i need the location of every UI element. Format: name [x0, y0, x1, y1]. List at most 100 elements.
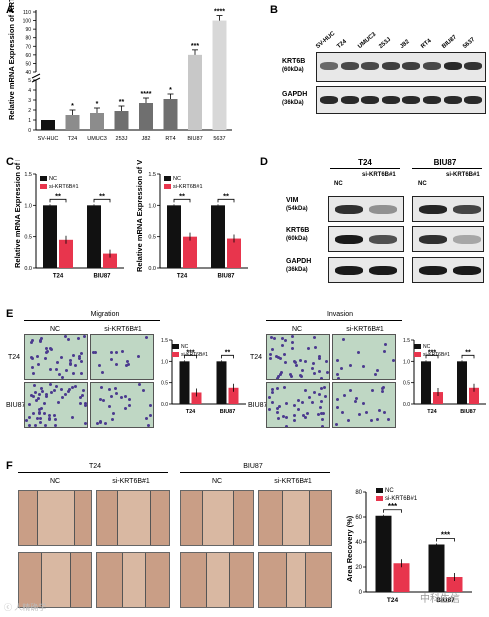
axis-a-tick-label: 5	[28, 78, 31, 84]
wound-t24-rule	[18, 472, 168, 473]
blot-band	[361, 96, 380, 104]
blot-band	[320, 96, 338, 104]
transwell-micrograph	[332, 334, 396, 380]
panel-label-a: A	[6, 4, 14, 16]
transwell-micrograph	[332, 382, 396, 428]
blot-b-gapdh-label: GAPDH	[282, 91, 308, 98]
bar-a	[114, 111, 129, 130]
wound-group-t24: T24	[88, 463, 102, 470]
axis-tick-label: 40	[355, 540, 362, 546]
axis-tick-label: 0.0	[24, 266, 32, 272]
sig-label: ***	[441, 531, 451, 540]
blot-d-row-name: GAPDH	[286, 258, 312, 265]
blot-band	[443, 96, 462, 104]
axis-a-tick-label: 100	[23, 19, 32, 25]
axis-tick-label: 0.5	[161, 381, 168, 387]
invasion-row-t24: T24	[250, 354, 263, 361]
transwell-micrograph	[24, 382, 88, 428]
legend-swatch	[40, 176, 47, 181]
axis-a-tick-label: 90	[25, 27, 31, 33]
blot-d-strip	[412, 226, 484, 252]
wound-healing-image	[96, 552, 170, 608]
sig-bracket	[217, 198, 235, 203]
blot-band	[340, 62, 359, 70]
blot-band	[402, 96, 421, 104]
sig-a: *	[71, 103, 74, 110]
sig-bracket	[221, 354, 234, 359]
chart-a-ylabel: Relative mRNA Expression of KRT6B	[7, 0, 16, 120]
bar-si	[103, 253, 117, 268]
axis-tick-label: 80	[355, 490, 362, 496]
axis-a-tick-label: 3	[28, 98, 31, 104]
panel-label-e: E	[6, 308, 14, 320]
axis-a-tick-label: 2	[28, 108, 31, 114]
blot-band	[443, 62, 462, 70]
axis-tick-label: 1.5	[148, 172, 156, 178]
blot-d-t24-line	[330, 168, 400, 169]
blot-b-lane-label: SV-HUC	[315, 30, 337, 50]
blot-band	[369, 205, 397, 214]
sig-bracket	[383, 509, 402, 513]
blot-d-lane-nc-1: NC	[334, 181, 343, 187]
bar-a	[65, 115, 80, 130]
axis-a-tick-label: 1	[28, 118, 31, 124]
legend-swatch	[40, 184, 47, 189]
axis-a-tick-label: 40	[25, 70, 31, 76]
transwell-micrograph	[90, 334, 154, 380]
axis-tick-label: 1.5	[403, 338, 410, 344]
chart-f-plot: 0 20 40 60 80 *** T24 *** BIU87 NC si-KRT6B#1	[355, 488, 472, 604]
chart-c1-plot: 0.0 0.5 1.0 1.5 ** T24 ** BIU87 NC si-KRT6B#1	[24, 172, 124, 280]
blot-band	[335, 266, 363, 275]
axis-a-tick-label: 60	[25, 53, 31, 59]
wound-gap	[37, 491, 75, 545]
blot-d-lane-nc-2: NC	[418, 181, 427, 187]
legend-label: si-KRT6B#1	[181, 352, 208, 358]
blot-band	[453, 235, 481, 244]
sig-label: **	[465, 349, 471, 356]
blot-b-gapdh-kda: (36kDa)	[282, 100, 304, 106]
bar-si	[191, 392, 202, 404]
xtick: BIU87	[93, 274, 111, 280]
xtick-a: BIU87	[187, 136, 202, 142]
blot-b-lane-label: UMUC3	[357, 31, 378, 50]
axis-tick-label: 1.0	[161, 359, 168, 365]
wound-t24-col-nc: NC	[49, 478, 61, 485]
legend-swatch	[172, 352, 179, 357]
legend-swatch	[414, 344, 421, 349]
bar-nc	[421, 361, 431, 404]
xtick: T24	[186, 409, 196, 415]
blot-d-strip	[412, 196, 484, 222]
chart-e2-plot: 0.0 0.5 1.0 1.5 *** T24 ** BIU87 NC si-KRT6B#1	[403, 338, 486, 415]
bar-nc	[375, 515, 392, 592]
sig-a: ****	[214, 9, 225, 16]
sig-bracket	[49, 198, 67, 203]
migration-row-t24: T24	[8, 354, 21, 361]
bar-a	[139, 103, 153, 130]
sig-label: **	[55, 191, 61, 200]
axis-tick-label: 60	[355, 515, 362, 521]
chart-c2-ylabel: Relative mRNA Expression of Vimentin	[135, 160, 144, 272]
legend-swatch	[164, 176, 171, 181]
axis-tick-label: 0.5	[24, 235, 32, 241]
sig-bracket	[436, 538, 455, 542]
axis-tick-label: 0.5	[148, 235, 156, 241]
wound-biu87-col-nc: NC	[211, 478, 223, 485]
axis-tick-label: 0.0	[161, 402, 168, 408]
invasion-rule	[266, 320, 402, 321]
chart-c2-plot: 0.0 0.5 1.0 1.5 ** T24 ** BIU87 NC si-KRT6B#1	[148, 172, 248, 280]
blot-d-lane-si-2: si-KRT6B#1	[446, 172, 480, 178]
chart-c1-ylabel: Relative mRNA Expression of KRT6B	[13, 160, 22, 268]
axis-a-tick-label: 0	[28, 128, 31, 134]
transwell-micrograph	[24, 334, 88, 380]
panel-label-b: B	[270, 4, 278, 16]
wound-gap	[202, 491, 234, 545]
bar-si	[227, 238, 241, 268]
blot-band	[464, 96, 483, 104]
sig-a: **	[119, 99, 125, 106]
blot-band	[419, 205, 447, 214]
blot-band	[369, 235, 397, 244]
bar-nc	[179, 361, 190, 404]
sig-label: **	[99, 191, 105, 200]
xtick: BIU87	[217, 274, 235, 280]
blot-band	[335, 205, 363, 214]
